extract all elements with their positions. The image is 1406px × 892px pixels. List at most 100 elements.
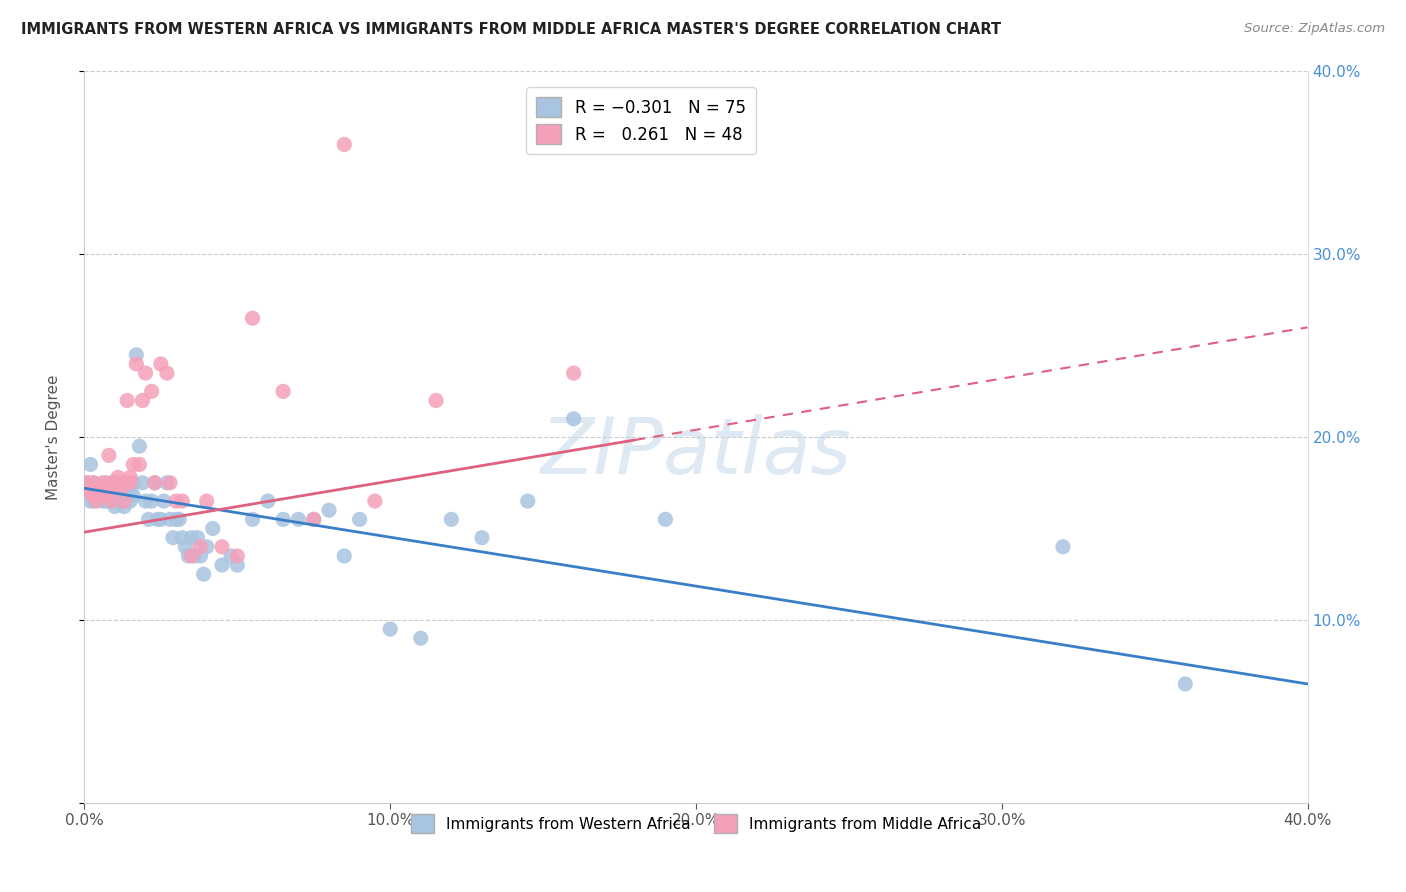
Point <box>79 494 101 508</box>
Point <box>190 540 212 554</box>
Point <box>83 475 105 490</box>
Point <box>115 393 138 408</box>
Point <box>94 489 117 503</box>
Point <box>174 540 197 554</box>
Text: Source: ZipAtlas.com: Source: ZipAtlas.com <box>1244 22 1385 36</box>
Point <box>183 549 205 563</box>
Point <box>242 512 264 526</box>
Point <box>79 485 101 500</box>
Point <box>138 512 160 526</box>
Point <box>101 489 124 503</box>
Point <box>97 481 120 495</box>
Point <box>104 500 127 514</box>
Point <box>89 481 111 495</box>
Point <box>131 475 153 490</box>
Point <box>302 512 325 526</box>
Point <box>143 475 166 490</box>
Point <box>115 475 138 490</box>
Point <box>86 489 108 503</box>
Point <box>83 494 105 508</box>
Point <box>159 512 181 526</box>
Point <box>287 512 309 526</box>
Point <box>364 494 387 508</box>
Point <box>219 549 242 563</box>
Point <box>190 549 212 563</box>
Point <box>167 512 190 526</box>
Point <box>122 475 145 490</box>
Point <box>110 494 132 508</box>
Point <box>110 481 132 495</box>
Point <box>97 489 120 503</box>
Point <box>562 366 585 380</box>
Point <box>186 531 208 545</box>
Point <box>409 632 432 646</box>
Point <box>89 489 111 503</box>
Point <box>172 494 194 508</box>
Point <box>128 458 150 472</box>
Point <box>271 512 294 526</box>
Point <box>131 393 153 408</box>
Point <box>89 489 111 503</box>
Point <box>79 485 101 500</box>
Point <box>86 494 108 508</box>
Point <box>141 494 163 508</box>
Point <box>141 384 163 399</box>
Point <box>101 494 124 508</box>
Point <box>76 475 98 490</box>
Point <box>156 366 179 380</box>
Point <box>211 540 233 554</box>
Y-axis label: Master's Degree: Master's Degree <box>46 375 60 500</box>
Point <box>226 558 249 573</box>
Point <box>333 137 356 152</box>
Point <box>86 485 108 500</box>
Legend: Immigrants from Western Africa, Immigrants from Middle Africa: Immigrants from Western Africa, Immigran… <box>405 808 987 839</box>
Point <box>226 549 249 563</box>
Point <box>271 384 294 399</box>
Point <box>318 503 340 517</box>
Point <box>333 549 356 563</box>
Point <box>107 470 129 484</box>
Point <box>79 458 101 472</box>
Point <box>156 475 179 490</box>
Point <box>516 494 538 508</box>
Point <box>89 481 111 495</box>
Point <box>91 485 114 500</box>
Point <box>135 494 157 508</box>
Point <box>76 475 98 490</box>
Point <box>380 622 402 636</box>
Point <box>120 475 142 490</box>
Point <box>562 412 585 426</box>
Point <box>120 494 142 508</box>
Point <box>146 512 169 526</box>
Point <box>471 531 494 545</box>
Point <box>101 475 124 490</box>
Point <box>94 494 117 508</box>
Point <box>165 494 187 508</box>
Point <box>112 500 135 514</box>
Point <box>97 481 120 495</box>
Point <box>201 521 224 535</box>
Point <box>97 448 120 462</box>
Point <box>159 475 181 490</box>
Point <box>349 512 371 526</box>
Point <box>125 348 148 362</box>
Point <box>195 540 218 554</box>
Point <box>122 458 145 472</box>
Point <box>257 494 280 508</box>
Point <box>120 470 142 484</box>
Point <box>242 311 264 326</box>
Point <box>104 475 127 490</box>
Point <box>302 512 325 526</box>
Point <box>120 485 142 500</box>
Point <box>91 494 114 508</box>
Point <box>112 489 135 503</box>
Point <box>110 485 132 500</box>
Point <box>107 481 129 495</box>
Point <box>211 558 233 573</box>
Point <box>101 475 124 490</box>
Point <box>440 512 463 526</box>
Point <box>125 357 148 371</box>
Point <box>425 393 447 408</box>
Point <box>143 475 166 490</box>
Point <box>104 494 127 508</box>
